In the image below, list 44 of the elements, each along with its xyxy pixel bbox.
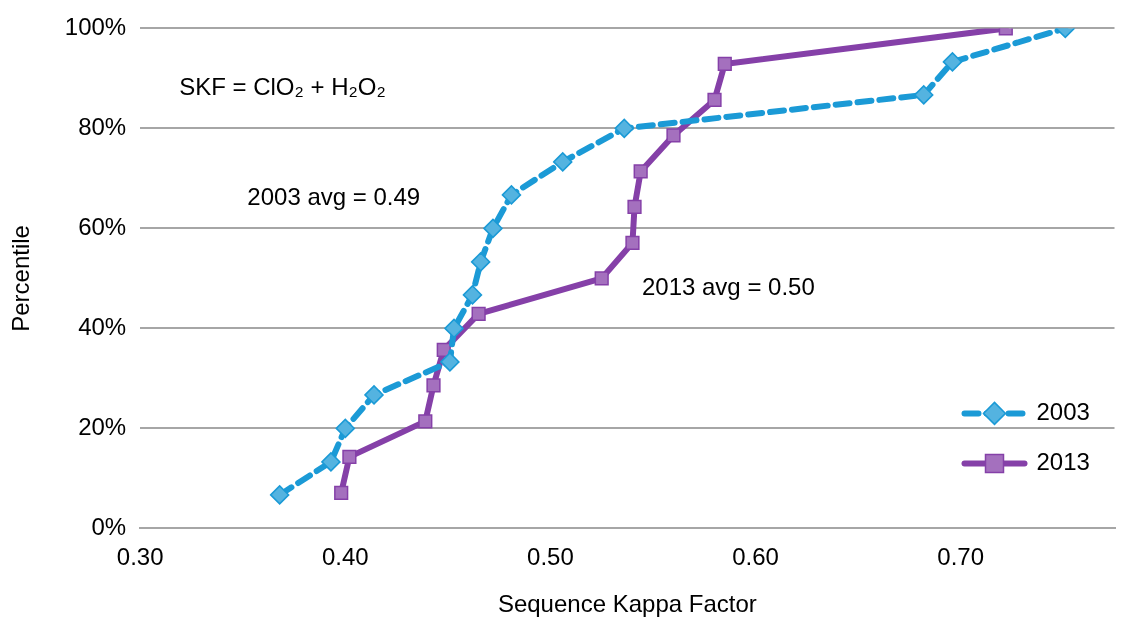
legend-label: 2003 bbox=[1036, 398, 1090, 426]
point bbox=[471, 306, 486, 322]
point bbox=[440, 352, 460, 372]
y-tick-label: 80% bbox=[78, 113, 127, 141]
point bbox=[418, 414, 433, 429]
point bbox=[364, 385, 384, 405]
point bbox=[552, 152, 573, 172]
y-tick-label: 60% bbox=[78, 213, 127, 241]
point bbox=[707, 92, 722, 108]
x-tick-label: 0.70 bbox=[937, 543, 985, 571]
point bbox=[666, 128, 681, 143]
point bbox=[444, 318, 464, 339]
point bbox=[426, 378, 441, 393]
y-tick-label: 0% bbox=[91, 513, 127, 541]
point bbox=[334, 485, 349, 501]
point bbox=[342, 449, 357, 465]
point bbox=[614, 118, 635, 139]
y-tick-label: 40% bbox=[78, 313, 127, 341]
point bbox=[501, 185, 522, 205]
point bbox=[627, 199, 642, 215]
point bbox=[625, 235, 640, 251]
point bbox=[335, 418, 356, 439]
x-tick-label: 0.60 bbox=[732, 543, 779, 571]
x-tick-label: 0.30 bbox=[116, 543, 164, 571]
point bbox=[633, 164, 648, 179]
y-axis-title: Percentile bbox=[7, 225, 35, 332]
point bbox=[321, 452, 341, 472]
annotation: 2003 avg = 0.49 bbox=[247, 183, 421, 211]
y-tick-label: 100% bbox=[64, 13, 127, 41]
point bbox=[269, 485, 290, 505]
x-tick-label: 0.50 bbox=[527, 543, 574, 571]
point bbox=[483, 218, 503, 239]
x-axis-title: Sequence Kappa Factor bbox=[497, 590, 757, 618]
y-tick-label: 20% bbox=[78, 413, 127, 441]
point bbox=[942, 52, 963, 72]
legend-label: 2013 bbox=[1036, 448, 1090, 476]
point bbox=[594, 271, 609, 286]
x-tick-label: 0.40 bbox=[321, 543, 369, 571]
point bbox=[717, 56, 732, 72]
point bbox=[462, 285, 483, 305]
point bbox=[913, 85, 934, 105]
annotation: 2013 avg = 0.50 bbox=[641, 273, 815, 301]
point bbox=[470, 252, 491, 272]
annotation: SKF = ClO₂ + H₂O₂ bbox=[179, 73, 386, 101]
